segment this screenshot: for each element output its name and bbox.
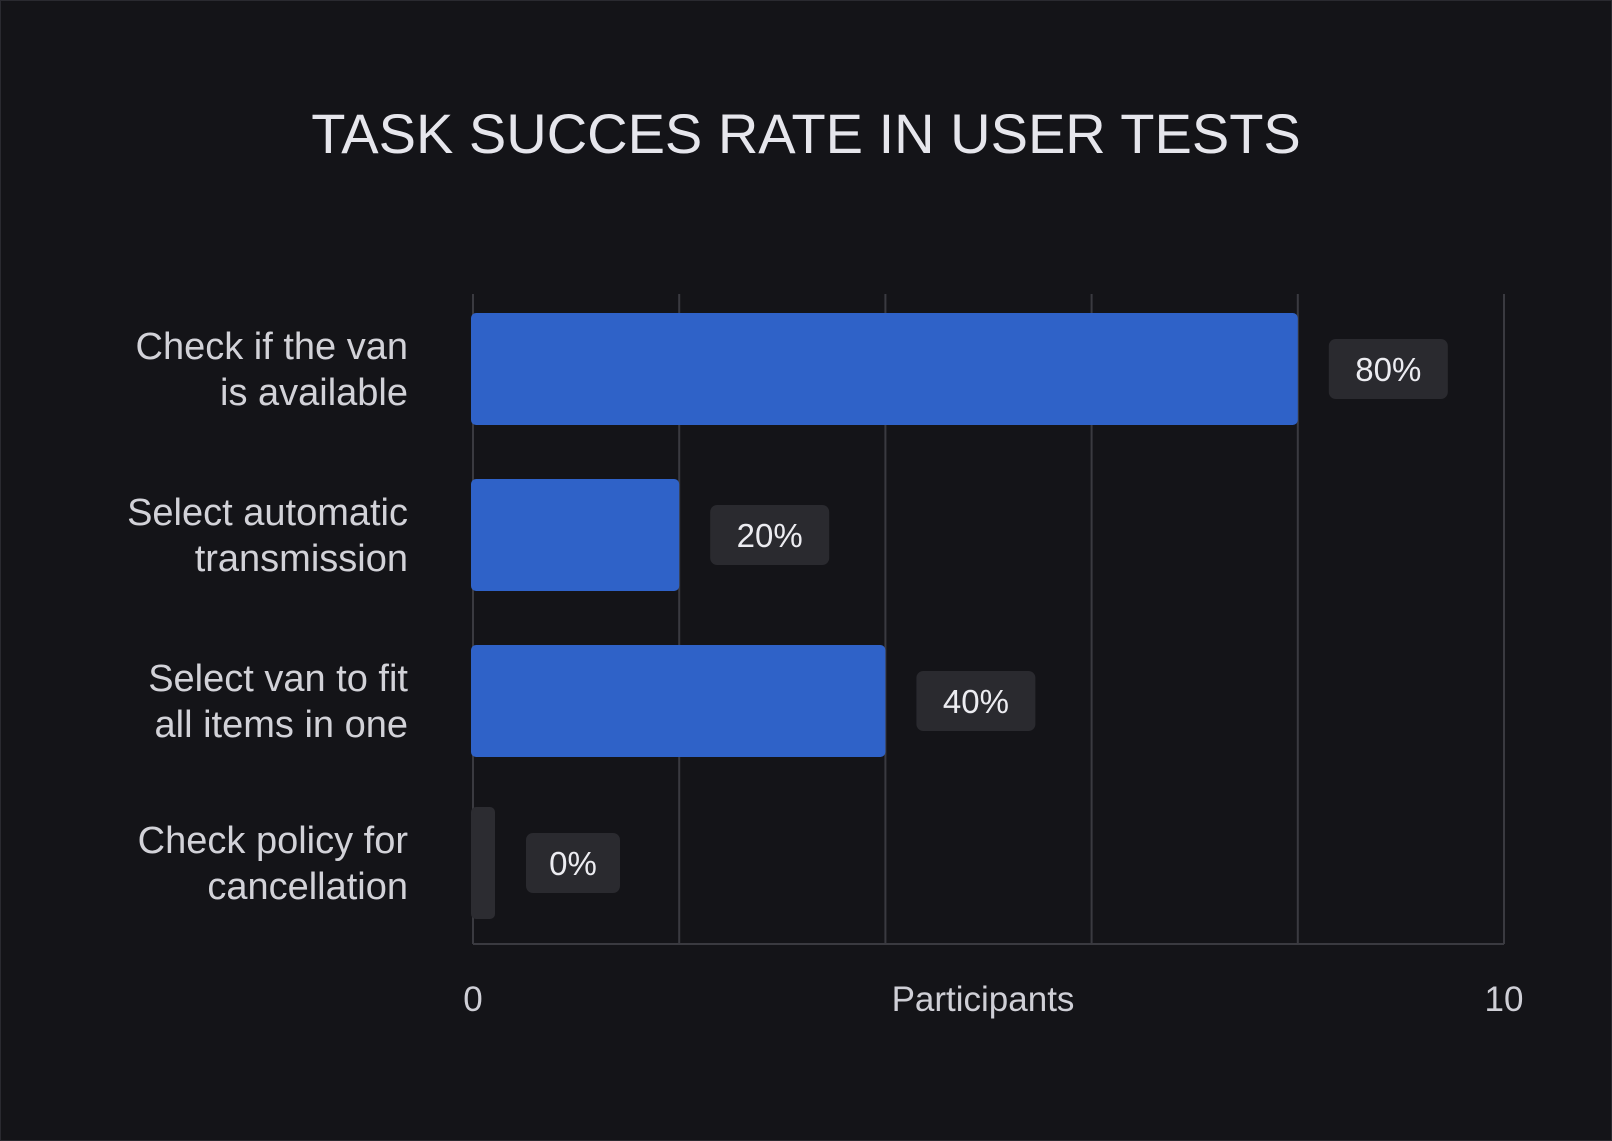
value-label: 0% xyxy=(549,845,597,882)
category-label: transmission xyxy=(195,538,408,580)
bar xyxy=(471,645,886,757)
category-label: cancellation xyxy=(207,866,408,908)
value-label-box xyxy=(1328,339,1448,399)
category-label: Select van to fit xyxy=(148,658,408,700)
x-tick-label: 10 xyxy=(1485,980,1524,1019)
category-label: all items in one xyxy=(155,704,408,746)
bar xyxy=(471,479,680,591)
bars xyxy=(471,313,1298,919)
bar xyxy=(471,313,1298,425)
x-tick-label: 0 xyxy=(463,980,482,1019)
value-label: 40% xyxy=(943,683,1009,720)
value-label-box xyxy=(710,505,830,565)
value-label: 80% xyxy=(1355,351,1421,388)
value-labels: 80% 20% 40% 0% xyxy=(526,339,1448,893)
category-label: Select automatic xyxy=(127,492,408,534)
category-label: Check if the van xyxy=(136,326,408,368)
value-label: 20% xyxy=(737,517,803,554)
chart-title: TASK SUCCES RATE IN USER TESTS xyxy=(311,102,1301,165)
value-label-box xyxy=(916,671,1036,731)
category-label: is available xyxy=(220,372,408,414)
bar xyxy=(471,807,495,919)
value-label-box xyxy=(526,833,620,893)
category-label: Check policy for xyxy=(138,820,409,862)
x-axis-ticks: 0 10 xyxy=(463,980,1523,1019)
x-axis-label: Participants xyxy=(892,980,1075,1019)
